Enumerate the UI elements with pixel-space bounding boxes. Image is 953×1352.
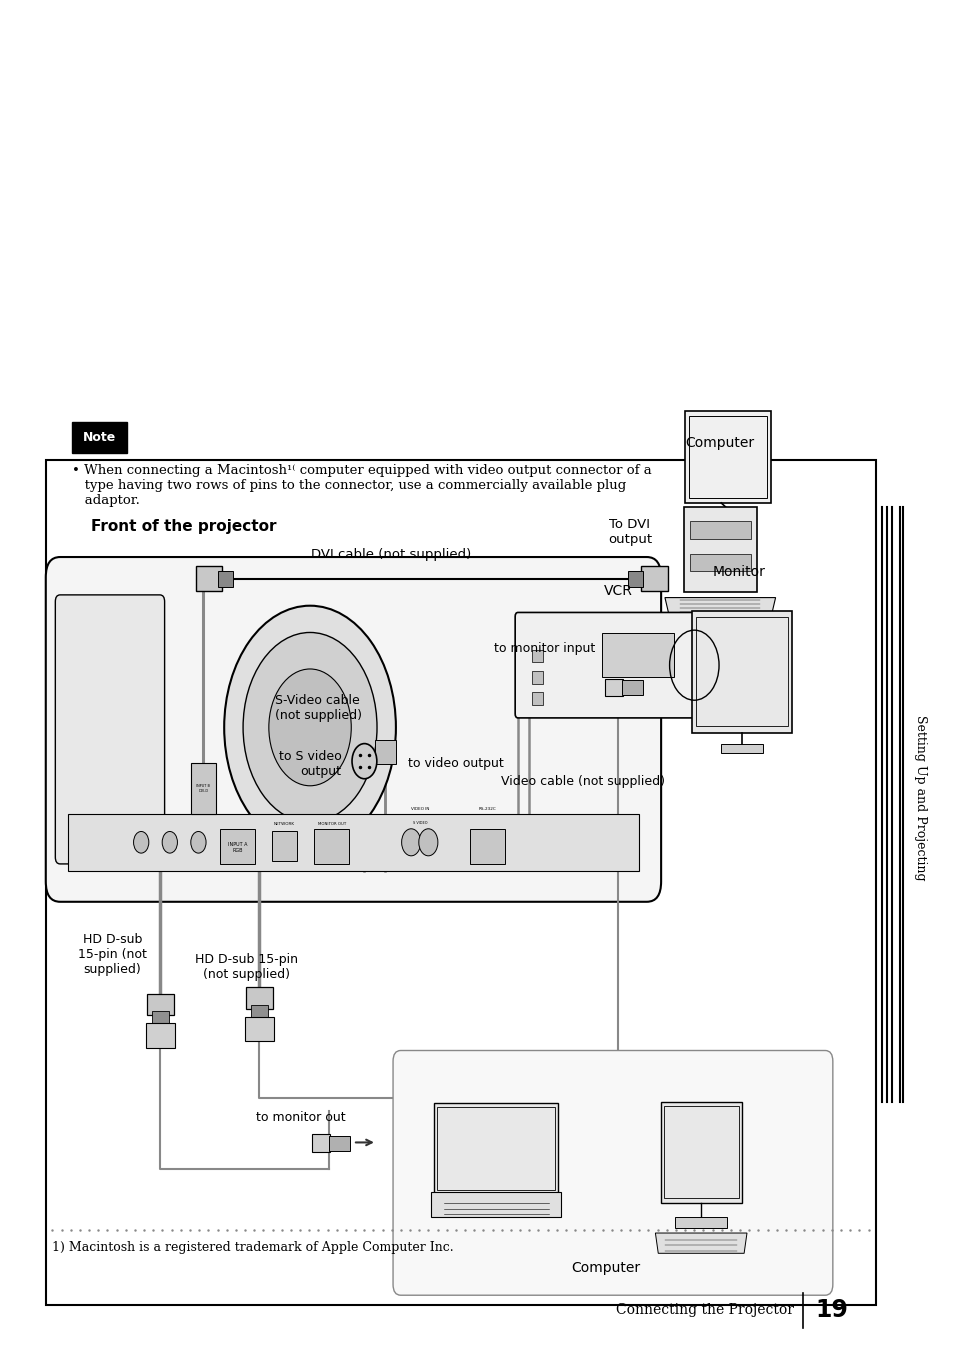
Bar [720, 744, 762, 753]
Text: 1) Macintosh is a registered trademark of Apple Computer Inc.: 1) Macintosh is a registered trademark o… [52, 1241, 454, 1255]
Text: HD D-sub 15-pin
(not supplied): HD D-sub 15-pin (not supplied) [194, 953, 297, 982]
Polygon shape [664, 598, 775, 618]
Bar [675, 1217, 726, 1228]
Bar [146, 1023, 174, 1048]
Text: Front of the projector: Front of the projector [91, 519, 275, 534]
Text: S VIDEO: S VIDEO [412, 821, 427, 825]
Text: DVI cable (not supplied): DVI cable (not supplied) [311, 548, 471, 561]
Bar [375, 740, 395, 764]
Circle shape [162, 831, 177, 853]
Circle shape [243, 633, 376, 822]
Circle shape [418, 829, 437, 856]
Text: HD D-sub
15-pin (not
supplied): HD D-sub 15-pin (not supplied) [78, 933, 147, 976]
Bar [245, 1017, 274, 1041]
Text: to monitor out: to monitor out [255, 1111, 345, 1125]
Bar [601, 633, 674, 677]
Bar [147, 994, 173, 1015]
Bar [220, 829, 254, 864]
Bar [431, 1192, 560, 1217]
Text: Monitor: Monitor [712, 565, 765, 579]
Bar [689, 522, 750, 538]
Text: MONITOR OUT: MONITOR OUT [317, 822, 346, 826]
Bar [434, 1103, 558, 1194]
Bar [329, 1136, 350, 1151]
Bar [71, 422, 127, 453]
Text: • When connecting a Macintosh¹⁽ computer equipped with video output connector of: • When connecting a Macintosh¹⁽ computer… [71, 464, 651, 507]
Text: RS-232C: RS-232C [478, 807, 496, 811]
Bar [689, 554, 750, 571]
Circle shape [352, 744, 376, 779]
Bar [314, 829, 349, 864]
Bar [706, 510, 748, 521]
Bar [604, 679, 622, 696]
Circle shape [269, 669, 351, 786]
Polygon shape [655, 1233, 746, 1253]
Circle shape [401, 829, 420, 856]
Bar [659, 1102, 741, 1203]
Circle shape [133, 831, 149, 853]
Text: INPUT B
DVI-D: INPUT B DVI-D [196, 784, 210, 792]
Text: Connecting the Projector: Connecting the Projector [615, 1303, 793, 1317]
Text: to monitor input: to monitor input [494, 642, 595, 656]
Text: INPUT A
RGB: INPUT A RGB [228, 842, 247, 853]
Circle shape [191, 831, 206, 853]
Circle shape [224, 606, 395, 849]
Bar [191, 763, 215, 814]
FancyBboxPatch shape [55, 595, 165, 864]
Text: Computer: Computer [571, 1261, 639, 1275]
Bar [663, 1106, 738, 1198]
Text: Video cable (not supplied): Video cable (not supplied) [500, 775, 664, 788]
Bar [217, 571, 233, 587]
Bar [627, 571, 642, 587]
Bar [246, 987, 273, 1009]
Text: To DVI
output: To DVI output [608, 518, 652, 546]
Bar [688, 416, 766, 498]
Bar [470, 829, 504, 864]
Text: VCR: VCR [603, 584, 632, 598]
Text: VIDEO IN: VIDEO IN [410, 807, 429, 811]
Bar [46, 460, 875, 1305]
Text: 19: 19 [815, 1298, 847, 1322]
Text: Setting Up and Projecting: Setting Up and Projecting [913, 715, 926, 880]
Text: to S video
output: to S video output [278, 750, 341, 777]
Bar [621, 680, 642, 695]
FancyBboxPatch shape [393, 1051, 832, 1295]
Bar [152, 1011, 169, 1026]
Text: Computer: Computer [685, 437, 754, 450]
Bar [532, 671, 542, 684]
Bar [68, 814, 639, 871]
Text: Note: Note [83, 431, 115, 443]
Text: to video output: to video output [408, 757, 503, 771]
Bar [312, 1134, 330, 1152]
Bar [436, 1107, 555, 1190]
Bar [251, 1005, 268, 1019]
Bar [532, 692, 542, 706]
Text: S-Video cable
(not supplied): S-Video cable (not supplied) [274, 695, 361, 722]
Bar [272, 831, 296, 861]
Bar [640, 566, 667, 591]
Bar [692, 611, 791, 733]
FancyBboxPatch shape [515, 612, 720, 718]
Bar [684, 411, 770, 503]
FancyBboxPatch shape [46, 557, 660, 902]
Bar [696, 617, 787, 726]
Bar [195, 566, 222, 591]
Bar [532, 649, 542, 662]
Bar [683, 507, 756, 592]
Text: NETWORK: NETWORK [274, 822, 294, 826]
